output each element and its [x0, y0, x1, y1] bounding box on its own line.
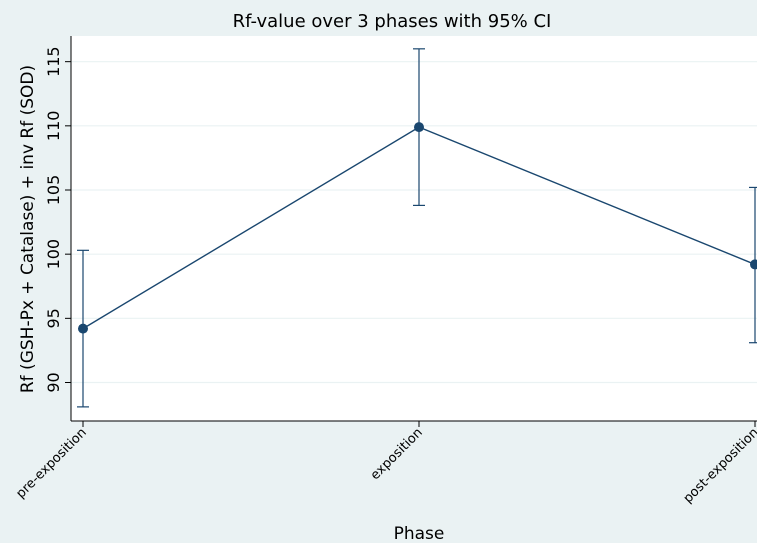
plot-area — [71, 36, 757, 421]
chart-title: Rf-value over 3 phases with 95% CI — [233, 11, 552, 32]
y-tick-label: 95 — [44, 308, 63, 328]
grid-lines — [71, 61, 757, 384]
data-point — [414, 122, 424, 133]
y-tick-label: 105 — [44, 175, 63, 206]
y-tick-label: 115 — [44, 46, 63, 77]
x-axis-label: Phase — [394, 524, 445, 543]
y-tick-label: 110 — [44, 111, 63, 142]
data-points — [78, 122, 757, 334]
data-point — [78, 323, 88, 334]
y-tick-label: 100 — [44, 239, 63, 270]
y-axis-label: Rf (GSH-Px + Catalase) + inv Rf (SOD) — [18, 65, 38, 393]
data-point — [750, 259, 757, 270]
y-tick-label: 90 — [44, 372, 63, 392]
